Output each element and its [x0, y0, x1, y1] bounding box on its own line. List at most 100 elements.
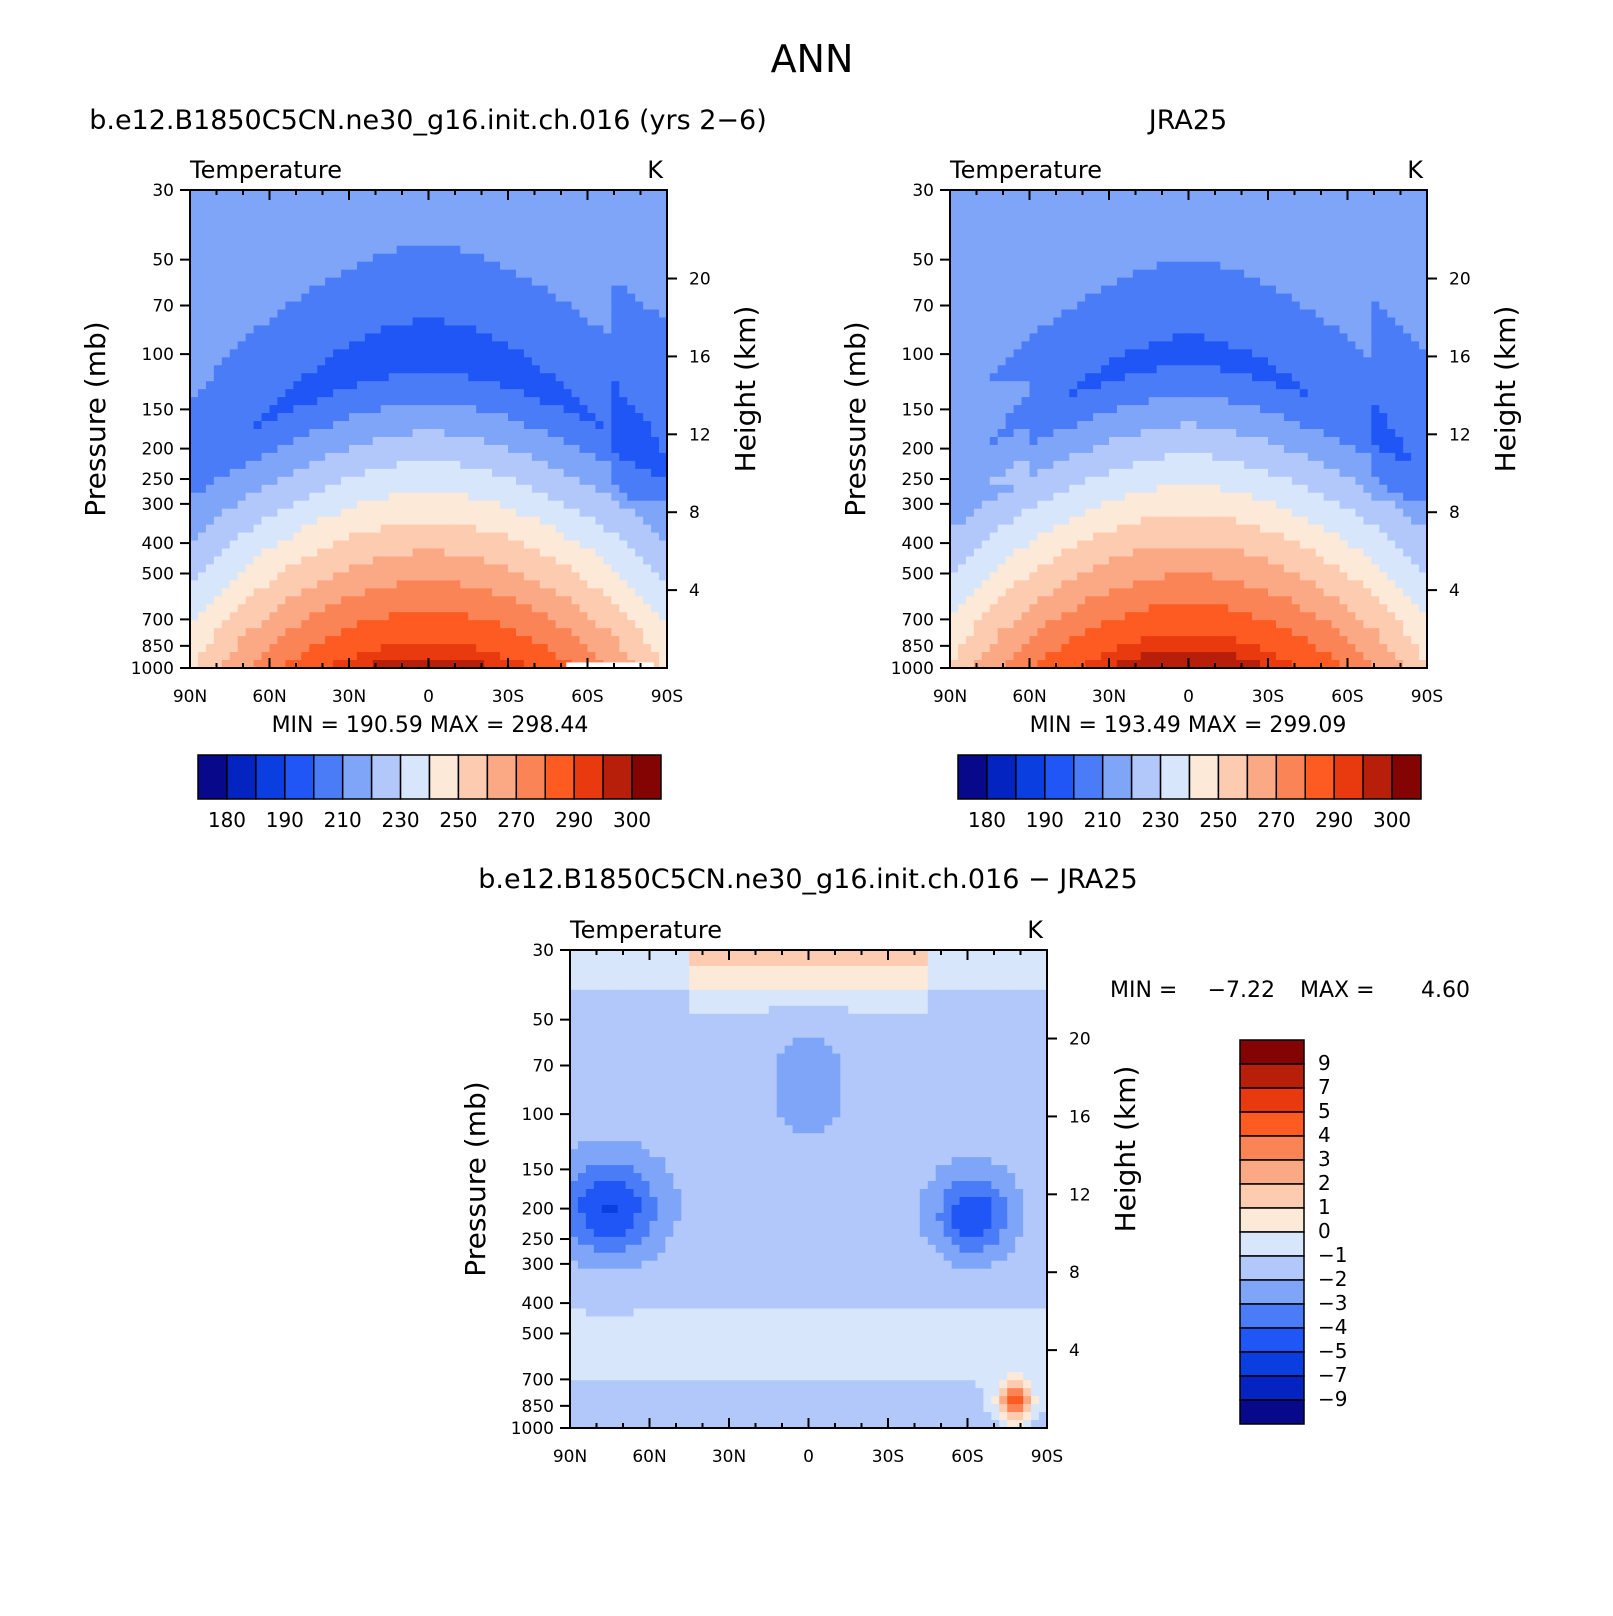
heatmap-cell — [1109, 253, 1118, 263]
heatmap-cell — [237, 309, 247, 319]
heatmap-cell — [997, 261, 1007, 271]
heatmap-cell — [1101, 540, 1110, 550]
heatmap-cell — [997, 381, 1007, 390]
heatmap-cell — [333, 197, 342, 207]
heatmap-cell — [1109, 229, 1118, 239]
heatmap-cell — [981, 516, 991, 526]
heatmap-cell — [444, 620, 453, 629]
heatmap-cell — [965, 564, 975, 573]
heatmap-cell — [1109, 460, 1118, 470]
heatmap-cell — [1101, 460, 1110, 470]
heatmap-cell — [635, 261, 644, 271]
heatmap-cell — [325, 460, 334, 470]
heatmap-cell — [269, 524, 279, 534]
heatmap-cell — [253, 436, 263, 446]
heatmap-cell — [973, 309, 983, 319]
heatmap-cell — [253, 237, 263, 247]
heatmap-cell — [651, 476, 660, 486]
heatmap-cell — [349, 421, 358, 430]
heatmap-cell — [1053, 508, 1062, 518]
heatmap-cell — [460, 452, 469, 462]
colorbar-swatch — [457, 754, 489, 800]
heatmap-cell — [1116, 197, 1126, 207]
heatmap-cell — [659, 516, 668, 526]
heatmap-cell — [253, 644, 263, 653]
heatmap-cell — [579, 556, 589, 566]
heatmap-cell — [349, 660, 358, 669]
heatmap-cell — [1045, 452, 1054, 462]
heatmap-cell — [452, 205, 461, 215]
heatmap-cell — [1045, 197, 1054, 207]
heatmap-cell — [309, 349, 318, 358]
heatmap-cell — [380, 524, 390, 534]
heatmap-cell — [1101, 325, 1110, 334]
heatmap-cell — [555, 452, 565, 462]
heatmap-cell — [245, 516, 255, 526]
heatmap-cell — [325, 293, 334, 303]
heatmap-cell — [333, 660, 342, 669]
heatmap-cell — [205, 389, 215, 398]
heatmap-cell — [221, 580, 231, 589]
heatmap-cell — [444, 532, 453, 542]
heatmap-cell — [476, 213, 485, 223]
heatmap-cell — [989, 357, 999, 366]
heatmap-cell — [587, 389, 597, 398]
heatmap-cell — [484, 628, 493, 637]
heatmap-cell — [261, 660, 271, 669]
heatmap-cell — [635, 221, 644, 231]
heatmap-cell — [420, 365, 430, 374]
heatmap-cell — [197, 636, 207, 645]
heatmap-cell — [428, 253, 438, 263]
heatmap-cell — [333, 436, 342, 446]
heatmap-cell — [1093, 197, 1102, 207]
heatmap-cell — [452, 190, 461, 199]
heatmap-cell — [603, 341, 612, 350]
heatmap-cell — [372, 484, 382, 494]
heatmap-cell — [325, 405, 334, 414]
heatmap-cell — [205, 269, 215, 279]
heatmap-cell — [973, 524, 983, 534]
heatmap-cell — [563, 285, 573, 295]
heatmap-cell — [508, 436, 517, 446]
heatmap-cell — [190, 556, 199, 566]
heatmap-cell — [1061, 397, 1070, 406]
heatmap-cell — [523, 269, 533, 279]
heatmap-cell — [1093, 373, 1102, 382]
heatmap-cell — [1061, 325, 1070, 334]
heatmap-cell — [627, 556, 636, 566]
heatmap-cell — [309, 413, 318, 422]
heatmap-cell — [468, 556, 477, 566]
heatmap-cell — [603, 636, 612, 645]
heatmap-cell — [981, 604, 991, 613]
heatmap-cell — [412, 452, 422, 462]
heatmap-cell — [611, 325, 620, 334]
heatmap-cell — [1005, 389, 1015, 398]
heatmap-cell — [190, 429, 199, 438]
heatmap-cell — [237, 548, 247, 558]
heatmap-cell — [460, 333, 469, 342]
heatmap-cell — [444, 500, 453, 510]
heatmap-cell — [1061, 532, 1070, 542]
heatmap-cell — [229, 500, 239, 510]
heatmap-cell — [547, 333, 557, 342]
heatmap-cell — [1053, 628, 1062, 637]
heatmap-cell — [221, 429, 231, 438]
heatmap-cell — [476, 309, 485, 319]
heatmap-cell — [396, 612, 406, 621]
heatmap-cell — [1093, 301, 1102, 311]
heatmap-cell — [301, 500, 310, 510]
heatmap-cell — [508, 237, 517, 247]
heatmap-cell — [651, 604, 660, 613]
heatmap-cell — [1013, 413, 1023, 422]
heatmap-cell — [1093, 381, 1102, 390]
heatmap-cell — [269, 588, 279, 597]
heatmap-cell — [1021, 564, 1031, 573]
heatmap-cell — [627, 309, 636, 319]
heatmap-cell — [380, 357, 390, 366]
heatmap-cell — [460, 612, 469, 621]
heatmap-cell — [285, 325, 294, 334]
heatmap-cell — [1013, 468, 1023, 478]
heatmap-cell — [468, 301, 477, 311]
heatmap-cell — [643, 269, 652, 279]
heatmap-cell — [484, 301, 493, 311]
